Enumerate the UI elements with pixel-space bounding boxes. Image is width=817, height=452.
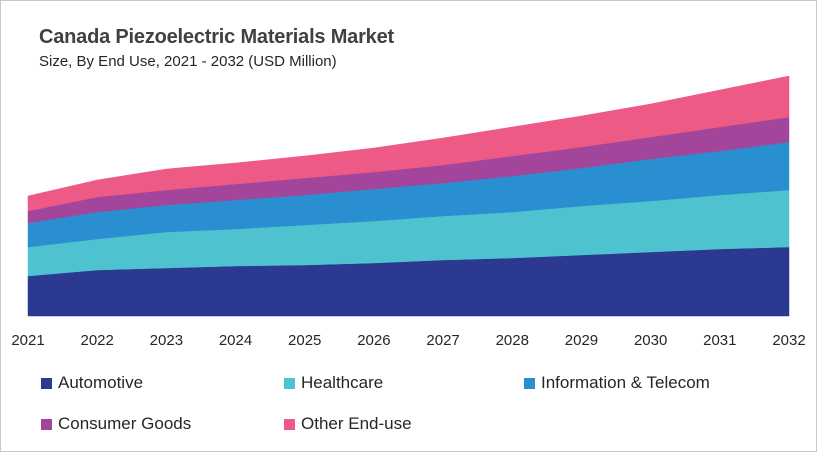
legend-item: Consumer Goods [41,414,191,434]
legend-label: Information & Telecom [541,373,710,392]
legend-label: Automotive [58,373,144,392]
x-tick-label: 2032 [772,332,805,349]
legend-label: Other End-use [301,414,412,433]
stacked-area-chart: 2021 2022 2023 2024 2025 2026 2027 2028 2029 2030… [11,75,806,349]
x-tick-label: 2030 [634,332,667,349]
legend-item: Automotive [41,373,143,393]
legend-item: Information & Telecom [524,373,710,393]
legend-swatch [41,377,52,389]
x-tick-label: 2023 [150,332,183,349]
x-axis-ticks: 2021 2022 2023 2024 2025 2026 2027 2028 2029 2030… [11,332,805,349]
legend-label: Consumer Goods [58,414,192,433]
x-tick-label: 2031 [703,332,736,349]
legend-swatch [41,418,52,430]
x-tick-label: 2027 [426,332,459,349]
chart-subtitle: Size, By End Use, 2021 - 2032 (USD Milli… [39,53,337,70]
x-tick-label: 2022 [80,332,113,349]
chart-title: Canada Piezoelectric Materials Market [39,26,394,48]
area-other-end-use [27,75,790,212]
x-tick-label: 2025 [288,332,321,349]
x-tick-label: 2021 [11,332,44,349]
legend-swatch [284,377,295,389]
legend-item: Other End-use [284,414,412,434]
area-layers [27,75,790,317]
legend-swatch [284,418,295,430]
x-tick-label: 2028 [496,332,529,349]
x-tick-label: 2024 [219,332,252,349]
legend-item: Healthcare [284,373,383,393]
x-tick-label: 2026 [357,332,390,349]
x-tick-label: 2029 [565,332,598,349]
legend-label: Healthcare [301,373,384,392]
legend-swatch [524,377,535,389]
